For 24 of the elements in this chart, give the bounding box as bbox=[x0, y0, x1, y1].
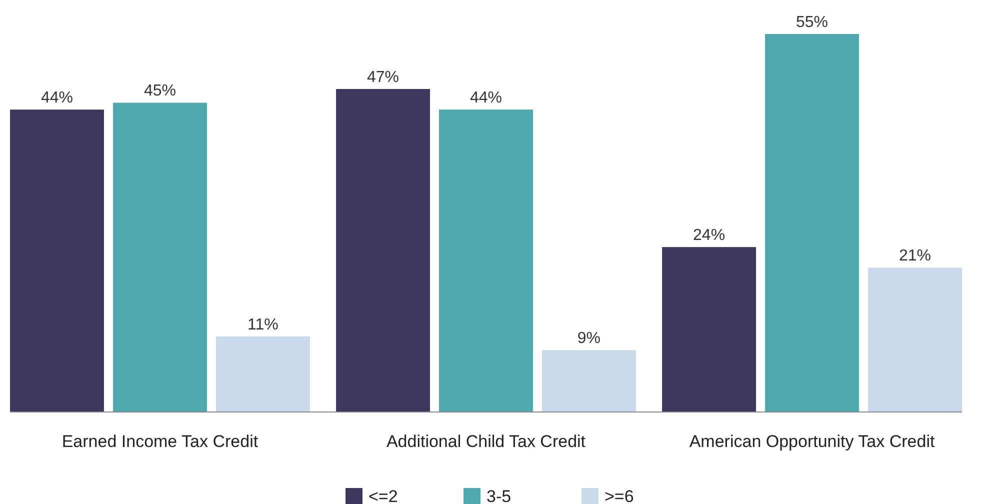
data-label: 21% bbox=[898, 248, 932, 265]
bar bbox=[336, 88, 430, 412]
legend-label: <=2 bbox=[368, 487, 398, 504]
bar bbox=[868, 268, 962, 412]
data-label: 55% bbox=[796, 14, 828, 31]
data-label: 9% bbox=[577, 330, 601, 348]
data-label: 24% bbox=[693, 227, 726, 244]
bar bbox=[216, 336, 310, 412]
data-label: 47% bbox=[367, 68, 400, 86]
bar bbox=[10, 110, 104, 412]
bar bbox=[542, 350, 636, 412]
legend-label: 3-5 bbox=[486, 487, 512, 504]
data-label: 44% bbox=[470, 90, 502, 107]
x-tick-label: Earned Income Tax Credit bbox=[62, 432, 258, 451]
x-tick-label: Additional Child Tax Credit bbox=[386, 432, 586, 451]
legend-label: >=6 bbox=[604, 487, 634, 504]
bar bbox=[662, 247, 756, 412]
bar bbox=[439, 110, 533, 412]
data-label: 45% bbox=[144, 82, 176, 100]
bar bbox=[765, 34, 860, 412]
bar bbox=[112, 102, 207, 412]
data-label: 11% bbox=[248, 316, 278, 334]
data-label: 44% bbox=[40, 90, 74, 107]
x-tick-label: American Opportunity Tax Credit bbox=[689, 432, 935, 451]
